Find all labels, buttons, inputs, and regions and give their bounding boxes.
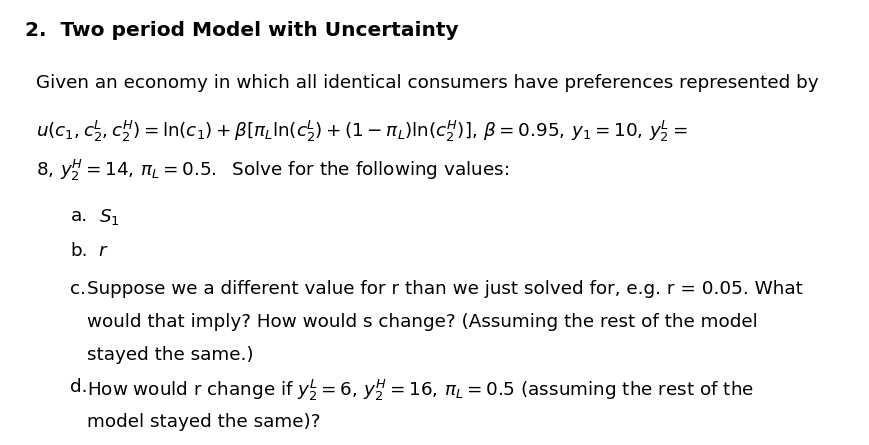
Text: Given an economy in which all identical consumers have preferences represented b: Given an economy in which all identical … [36, 74, 818, 93]
Text: a.: a. [70, 207, 88, 225]
Text: would that imply? How would s change? (Assuming the rest of the model: would that imply? How would s change? (A… [87, 313, 757, 331]
Text: 2.  Two period Model with Uncertainty: 2. Two period Model with Uncertainty [25, 21, 459, 40]
Text: $r$: $r$ [98, 243, 109, 260]
Text: d.: d. [70, 378, 88, 396]
Text: stayed the same.): stayed the same.) [87, 346, 254, 364]
Text: $8,\, y_2^H = 14,\, \pi_L = 0.5.$  Solve for the following values:: $8,\, y_2^H = 14,\, \pi_L = 0.5.$ Solve … [36, 158, 509, 183]
Text: $u(c_1, c_2^L, c_2^H) = \ln(c_1) + \beta[\pi_L \ln(c_2^L) + (1 - \pi_L) \ln(c_2^: $u(c_1, c_2^L, c_2^H) = \ln(c_1) + \beta… [36, 118, 687, 144]
Text: Suppose we a different value for r than we just solved for, e.g. r = 0.05. What: Suppose we a different value for r than … [87, 280, 802, 298]
Text: $S_1$: $S_1$ [99, 207, 120, 227]
Text: c.: c. [70, 280, 86, 298]
Text: How would r change if $y_2^L = 6,\, y_2^H = 16,\, \pi_L = 0.5$ (assuming the res: How would r change if $y_2^L = 6,\, y_2^… [87, 378, 753, 403]
Text: model stayed the same)?: model stayed the same)? [87, 413, 321, 431]
Text: b.: b. [70, 243, 88, 260]
